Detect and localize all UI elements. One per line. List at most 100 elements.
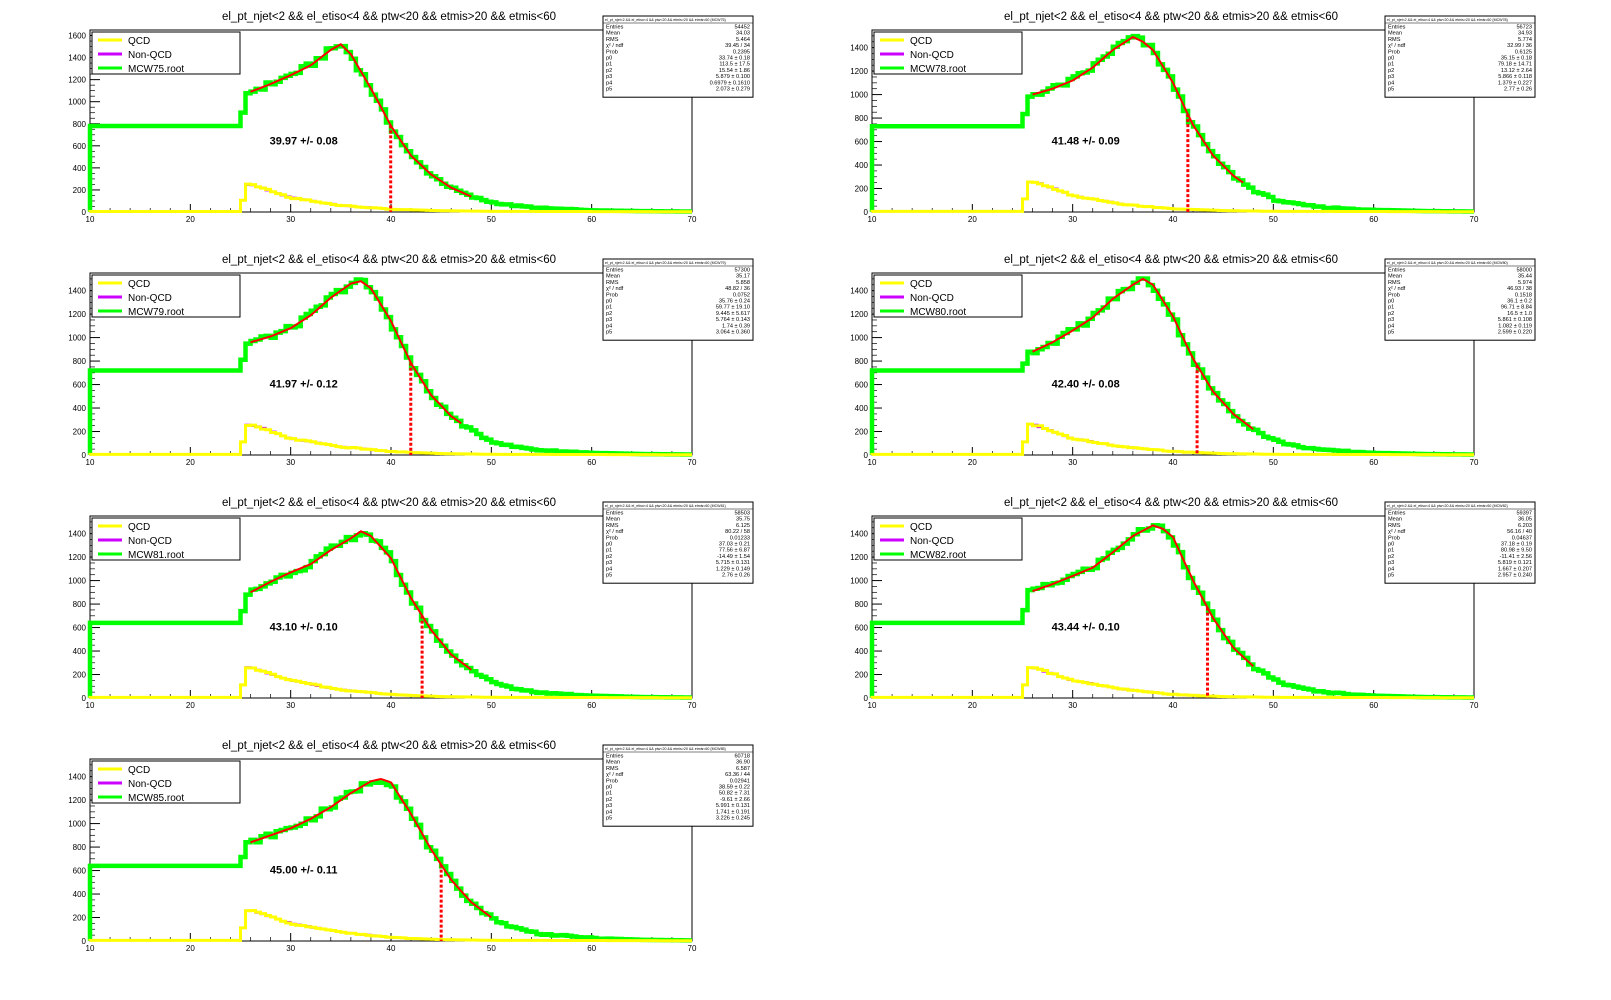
- qcd-histogram: [870, 422, 1474, 457]
- stats-value: 2.76 ± 0.26: [722, 573, 750, 579]
- x-tick-label: 70: [688, 215, 697, 224]
- stats-label: p5: [1388, 87, 1394, 93]
- fit-annotation: 41.97 +/- 0.12: [270, 379, 338, 391]
- legend: QCD Non-QCD MCW78.root: [873, 31, 1023, 75]
- chart-title: el_pt_njet<2 && el_etiso<4 && ptw<20 && …: [1004, 497, 1338, 509]
- y-tick-label: 400: [855, 647, 869, 656]
- stats-box: el_pt_njet<2 && el_etiso<4 && ptw<20 && …: [602, 501, 754, 584]
- x-tick-label: 60: [587, 701, 596, 710]
- x-tick-label: 60: [587, 458, 596, 467]
- y-tick-label: 200: [73, 186, 87, 195]
- x-tick-label: 30: [1068, 458, 1077, 467]
- x-tick-label: 20: [186, 215, 195, 224]
- stats-label: p3: [606, 560, 612, 566]
- stats-value: 59.77 ± 19.10: [716, 305, 750, 311]
- y-tick-label: 800: [73, 843, 87, 852]
- stats-label: Entries: [1388, 268, 1406, 274]
- x-tick-label: 20: [968, 458, 977, 467]
- x-tick-label: 70: [1470, 215, 1479, 224]
- stats-label: p2: [1388, 554, 1394, 560]
- stats-value: 5.858: [736, 280, 750, 286]
- stats-label: Mean: [606, 760, 620, 766]
- x-tick-label: 70: [1470, 701, 1479, 710]
- fit-annotation: 43.44 +/- 0.10: [1052, 622, 1120, 634]
- y-tick-label: 600: [73, 142, 87, 151]
- stats-label: Entries: [606, 25, 624, 31]
- stats-value: 3.064 ± 0.360: [716, 330, 750, 336]
- chart-panel: el_pt_njet<2 && el_etiso<4 && ptw<20 && …: [68, 11, 754, 224]
- stats-label: p0: [1388, 299, 1394, 305]
- stats-label: p0: [1388, 56, 1394, 62]
- stats-header: el_pt_njet<2 && el_etiso<4 && ptw<20 && …: [1387, 18, 1509, 22]
- stats-value: -14.49 ± 1.54: [717, 554, 750, 560]
- stats-label: p0: [606, 785, 612, 791]
- stats-label: Mean: [1388, 31, 1402, 37]
- qcd-histogram: [870, 180, 1474, 214]
- y-tick-label: 1200: [68, 76, 86, 85]
- stats-value: 6.125: [736, 523, 750, 529]
- y-tick-label: 1000: [68, 98, 86, 107]
- y-tick-label: 1400: [850, 287, 868, 296]
- legend-label: MCW78.root: [910, 64, 966, 75]
- stats-value: 1.379 ± 0.227: [1498, 80, 1532, 86]
- stats-label: p3: [606, 74, 612, 80]
- stats-label: Prob: [606, 292, 618, 298]
- stats-label: p0: [606, 542, 612, 548]
- stats-box: el_pt_njet<2 && el_etiso<4 && ptw<20 && …: [602, 744, 754, 827]
- stats-value: 16.5 ± 1.0: [1507, 311, 1532, 317]
- y-tick-label: 0: [82, 694, 87, 703]
- x-tick-label: 40: [1169, 701, 1178, 710]
- stats-value: 0.2395: [733, 49, 750, 55]
- stats-box: el_pt_njet<2 && el_etiso<4 && ptw<20 && …: [1384, 258, 1536, 341]
- stats-box: el_pt_njet<2 && el_etiso<4 && ptw<20 && …: [1384, 15, 1536, 98]
- y-tick-label: 1000: [850, 577, 868, 586]
- stats-value: 9.445 ± 5.617: [716, 311, 750, 317]
- x-tick-label: 70: [688, 701, 697, 710]
- x-tick-label: 10: [86, 701, 95, 710]
- stats-label: p2: [606, 797, 612, 803]
- y-tick-label: 1200: [850, 553, 868, 562]
- stats-value: 2.073 ± 0.279: [716, 87, 750, 93]
- chart-title: el_pt_njet<2 && el_etiso<4 && ptw<20 && …: [222, 254, 556, 266]
- fit-annotation: 43.10 +/- 0.10: [270, 622, 338, 634]
- stats-value: 5.774: [1518, 37, 1532, 43]
- stats-label: p0: [1388, 542, 1394, 548]
- y-tick-label: 1200: [850, 67, 868, 76]
- stats-value: 1.082 ± 0.119: [1498, 323, 1532, 329]
- stats-label: χ² / ndf: [606, 286, 624, 292]
- stats-value: 36.05: [1518, 517, 1532, 523]
- stats-value: 80.98 ± 9.50: [1501, 548, 1532, 554]
- y-tick-label: 800: [855, 114, 869, 123]
- stats-label: p4: [1388, 80, 1394, 86]
- x-tick-label: 60: [587, 944, 596, 953]
- stats-value: 35.44: [1518, 274, 1532, 280]
- stats-value: 79.18 ± 14.71: [1498, 62, 1532, 68]
- stats-value: 5.819 ± 0.121: [1498, 560, 1532, 566]
- stats-value: 58000: [1516, 268, 1532, 274]
- fit-curve: [250, 530, 472, 671]
- stats-value: 5.974: [1518, 280, 1532, 286]
- fit-curve: [250, 280, 462, 425]
- qcd-histogram: [88, 909, 692, 943]
- stats-frame: [602, 258, 754, 341]
- x-tick-label: 60: [1369, 458, 1378, 467]
- fit-curve: [1032, 35, 1244, 184]
- chart-title: el_pt_njet<2 && el_etiso<4 && ptw<20 && …: [1004, 11, 1338, 23]
- x-tick-label: 70: [688, 458, 697, 467]
- stats-label: Prob: [1388, 49, 1400, 55]
- stats-header: el_pt_njet<2 && el_etiso<4 && ptw<20 && …: [605, 747, 727, 751]
- y-tick-label: 1400: [850, 530, 868, 539]
- y-tick-label: 200: [855, 428, 869, 437]
- stats-value: -11.41 ± 2.56: [1499, 554, 1532, 560]
- stats-label: RMS: [606, 37, 619, 43]
- y-tick-label: 1600: [68, 32, 86, 41]
- stats-value: 34.93: [1518, 31, 1532, 37]
- y-tick-label: 1200: [68, 796, 86, 805]
- stats-value: 35.75: [736, 517, 750, 523]
- qcd-histogram: [88, 423, 692, 457]
- x-tick-label: 40: [1169, 458, 1178, 467]
- stats-value: 36.90: [736, 760, 750, 766]
- stats-header: el_pt_njet<2 && el_etiso<4 && ptw<20 && …: [1387, 261, 1509, 265]
- stats-value: 60718: [734, 754, 750, 760]
- legend-label: Non-QCD: [910, 536, 954, 547]
